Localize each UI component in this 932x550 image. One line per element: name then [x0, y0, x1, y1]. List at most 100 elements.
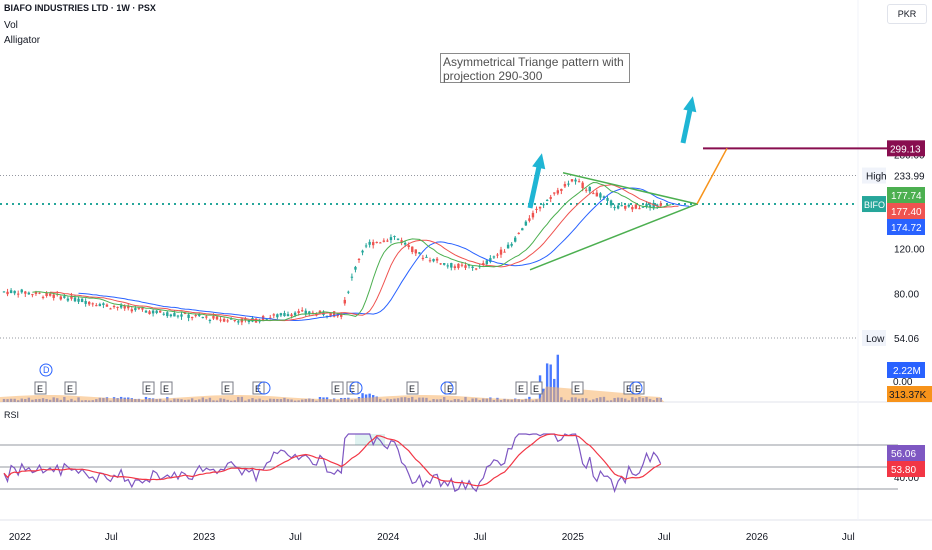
alligator-value-label: 174.72: [891, 223, 922, 234]
candle-body: [425, 256, 428, 258]
candle-body: [524, 221, 528, 226]
candle-body: [489, 258, 492, 262]
time-tick-label: Jul: [474, 532, 487, 543]
candle-body: [17, 293, 20, 295]
alligator-teeth-line: [50, 184, 679, 322]
candle-body: [595, 192, 599, 197]
dividend-icon: [440, 381, 454, 395]
low-value: 54.06: [894, 334, 919, 345]
candle-body: [361, 250, 364, 253]
candle-body: [205, 316, 208, 318]
candle-body: [105, 304, 109, 307]
candle-body: [364, 245, 368, 247]
candle-body: [141, 307, 144, 310]
time-tick-label: 2025: [562, 532, 585, 543]
volume-bar: [545, 363, 549, 402]
candle-body: [329, 312, 332, 317]
candle-body: [560, 188, 563, 191]
candle-body: [215, 316, 219, 320]
earnings-label: E: [349, 384, 355, 394]
high-tag: [862, 167, 886, 184]
rsi-value-tag: [887, 445, 925, 461]
earnings-icon: [346, 381, 359, 395]
earnings-label: E: [67, 384, 73, 394]
candle-body: [233, 319, 236, 321]
candle-body: [48, 293, 52, 296]
candle-body: [350, 276, 354, 278]
candle-body: [77, 298, 80, 302]
alligator-value-label: 177.74: [891, 191, 922, 202]
candle-body: [567, 183, 570, 185]
candle-body: [414, 249, 417, 254]
earnings-label: E: [37, 384, 43, 394]
candle-body: [183, 313, 187, 315]
candle-body: [393, 236, 396, 238]
rsi-overbought-fill: [355, 434, 385, 445]
candle-body: [379, 242, 382, 244]
candle-body: [624, 205, 627, 209]
candle-body: [24, 291, 27, 294]
candle-body: [265, 318, 268, 320]
candle-body: [620, 205, 623, 207]
candle-body: [98, 304, 102, 307]
candle-body: [656, 204, 659, 207]
triangle-upper-trendline: [562, 172, 698, 205]
candle-body: [212, 315, 215, 319]
candle-body: [503, 251, 506, 253]
low-tag: [862, 330, 886, 347]
candle-body: [492, 256, 496, 258]
candle-body: [95, 305, 98, 307]
dividend-icon: [39, 363, 53, 377]
candle-body: [226, 320, 229, 322]
candle-body: [588, 186, 591, 192]
candle-body: [531, 212, 535, 218]
time-tick-label: 2024: [377, 532, 400, 543]
candle-body: [88, 301, 91, 305]
currency-label[interactable]: PKR: [887, 4, 927, 24]
candle-body: [631, 207, 634, 210]
up-arrow: [527, 161, 543, 209]
volume-ma-area: [0, 386, 665, 402]
earnings-icon: [571, 381, 584, 395]
candle-body: [41, 296, 45, 298]
alligator-value-tag: [887, 219, 925, 235]
earnings-icon: [530, 381, 543, 395]
candle-body: [471, 266, 474, 268]
candle-body: [144, 310, 148, 313]
volume-bar: [556, 354, 559, 402]
candle-body: [528, 218, 531, 221]
candle-body: [574, 179, 577, 182]
candle-body: [627, 204, 630, 207]
earnings-label: E: [334, 384, 340, 394]
candle-body: [38, 292, 41, 294]
price-tick-label: 80.00: [894, 290, 919, 301]
candle-body: [13, 290, 16, 294]
volume-value-label: 2.22M: [893, 366, 921, 377]
candle-body: [194, 315, 197, 317]
pattern-annotation[interactable]: Asymmetrical Triange pattern with projec…: [440, 53, 630, 83]
candle-body: [347, 291, 350, 293]
earnings-label: E: [224, 384, 230, 394]
earnings-label: E: [409, 384, 415, 394]
candle-body: [432, 258, 435, 262]
candle-body: [464, 265, 467, 268]
candle-body: [293, 312, 297, 316]
candle-body: [382, 240, 386, 242]
candle-body: [290, 314, 293, 317]
time-tick-label: Jul: [842, 532, 855, 543]
dividend-label: D: [43, 365, 50, 375]
alligator-legend[interactable]: Alligator: [4, 35, 41, 46]
alligator-lips-line: [32, 181, 672, 322]
candle-body: [332, 311, 336, 317]
up-arrow-head: [532, 153, 546, 170]
candle-body: [318, 310, 322, 313]
time-tick-label: Jul: [658, 532, 671, 543]
candle-body: [592, 193, 595, 195]
candle-body: [599, 193, 602, 198]
candle-body: [457, 263, 460, 268]
volume-legend[interactable]: Vol: [4, 20, 18, 31]
candle-body: [304, 310, 307, 314]
candle-body: [375, 241, 378, 243]
candle-body: [443, 263, 446, 265]
